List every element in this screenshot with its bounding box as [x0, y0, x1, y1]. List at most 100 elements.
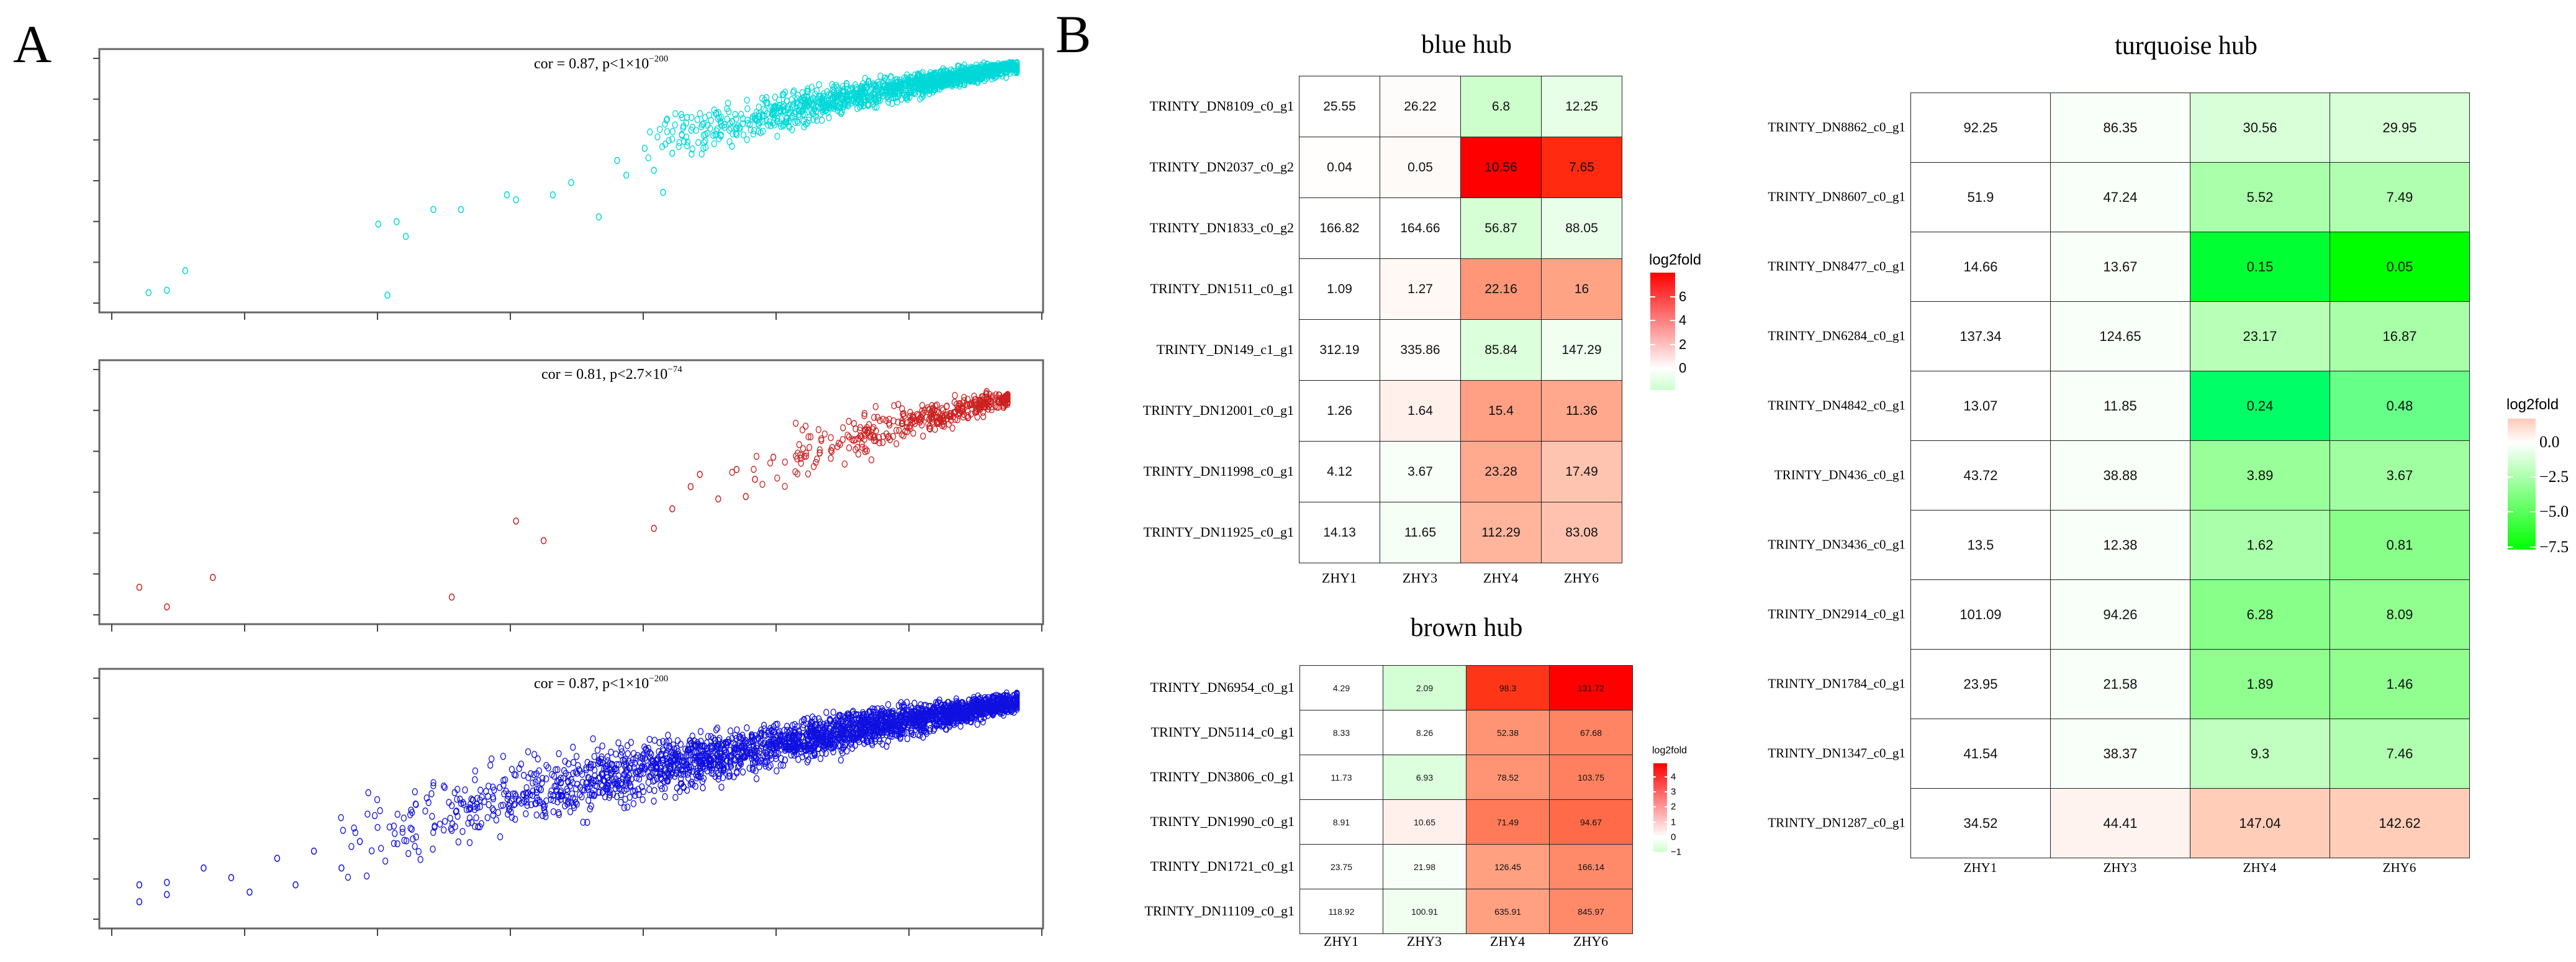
- data-point: [947, 719, 953, 727]
- data-point: [819, 116, 825, 124]
- data-point: [900, 725, 906, 732]
- data-point: [1011, 68, 1017, 76]
- heatmap-cell: 10.65: [1383, 799, 1467, 845]
- data-point: [975, 692, 981, 700]
- data-point: [698, 150, 705, 158]
- data-point: [826, 114, 832, 122]
- data-point: [823, 709, 829, 716]
- data-point: [813, 87, 820, 94]
- data-point: [446, 799, 452, 806]
- data-point: [642, 755, 648, 762]
- data-point: [885, 98, 892, 106]
- data-point: [836, 712, 843, 719]
- data-point: [647, 128, 653, 136]
- data-point: [859, 89, 865, 97]
- heatmap-cell: 86.35: [2050, 93, 2190, 163]
- data-point: [915, 82, 922, 89]
- data-point: [530, 779, 536, 787]
- data-point: [576, 766, 582, 774]
- data-point: [699, 760, 705, 768]
- data-point: [523, 810, 529, 818]
- data-point: [459, 828, 466, 835]
- data-point: [989, 70, 996, 77]
- legend-title: log2fold: [2506, 396, 2559, 413]
- data-point: [768, 103, 774, 111]
- data-point: [630, 756, 636, 764]
- data-point: [665, 770, 671, 778]
- data-point: [623, 171, 630, 179]
- data-point: [657, 125, 663, 133]
- data-point: [441, 784, 448, 791]
- heatmap-cell: 16: [1541, 258, 1622, 320]
- data-point: [956, 405, 962, 412]
- data-point: [753, 775, 760, 783]
- data-point: [694, 756, 700, 765]
- data-point: [646, 735, 653, 743]
- data-point: [570, 794, 576, 802]
- data-point: [550, 797, 557, 804]
- data-point: [816, 81, 822, 88]
- data-point: [859, 735, 866, 743]
- data-point: [814, 455, 820, 463]
- data-point: [780, 738, 787, 746]
- data-point: [756, 758, 762, 766]
- row-label: TRINTY_DN1784_c0_g1: [1768, 676, 1905, 691]
- data-point: [405, 850, 412, 858]
- data-point: [798, 460, 804, 467]
- data-point: [645, 154, 651, 161]
- data-point: [995, 399, 1002, 406]
- heatmap-cell: 166.82: [1299, 197, 1380, 259]
- data-point: [889, 732, 895, 740]
- data-point: [678, 111, 685, 119]
- data-point: [777, 119, 784, 127]
- data-point: [394, 218, 400, 225]
- data-point: [895, 401, 902, 408]
- data-point: [744, 105, 751, 112]
- data-point: [595, 789, 602, 796]
- data-point: [993, 702, 1000, 709]
- data-point: [995, 398, 1001, 406]
- data-point: [816, 446, 823, 453]
- data-point: [805, 433, 811, 441]
- data-point: [953, 73, 959, 81]
- data-point: [900, 432, 906, 440]
- data-point: [910, 87, 916, 94]
- data-point: [453, 807, 459, 815]
- data-point: [828, 447, 834, 454]
- data-point: [567, 782, 573, 790]
- data-point: [585, 797, 592, 804]
- heatmap-cell: 2.09: [1383, 665, 1467, 710]
- data-point: [422, 807, 428, 815]
- data-point: [399, 825, 405, 832]
- legend-tick-mark: [2508, 476, 2513, 478]
- data-point: [732, 748, 739, 756]
- data-point: [721, 124, 728, 131]
- data-point: [885, 432, 892, 440]
- data-point: [164, 891, 170, 899]
- data-point: [886, 415, 892, 423]
- data-point: [592, 772, 598, 779]
- data-point: [969, 71, 975, 79]
- data-point: [944, 415, 951, 422]
- column-label: ZHY1: [1323, 933, 1359, 949]
- data-point: [663, 750, 669, 757]
- data-point: [618, 786, 625, 794]
- data-point: [498, 802, 504, 809]
- data-point: [971, 393, 977, 400]
- heatmap-cell: 71.49: [1466, 799, 1550, 845]
- heatmap-cell: 10.56: [1460, 137, 1542, 198]
- data-point: [340, 827, 346, 834]
- data-point: [890, 433, 897, 440]
- data-point: [874, 705, 881, 712]
- data-point: [136, 583, 143, 591]
- data-point: [709, 743, 716, 751]
- legend-tick-label: 0: [1671, 832, 1676, 843]
- heatmap-cell: 126.45: [1466, 844, 1550, 889]
- data-point: [875, 433, 882, 442]
- data-point: [972, 713, 978, 720]
- data-point: [1003, 68, 1010, 76]
- data-point: [997, 391, 1003, 399]
- data-point: [711, 106, 717, 114]
- data-point: [799, 753, 806, 761]
- data-point: [829, 86, 836, 94]
